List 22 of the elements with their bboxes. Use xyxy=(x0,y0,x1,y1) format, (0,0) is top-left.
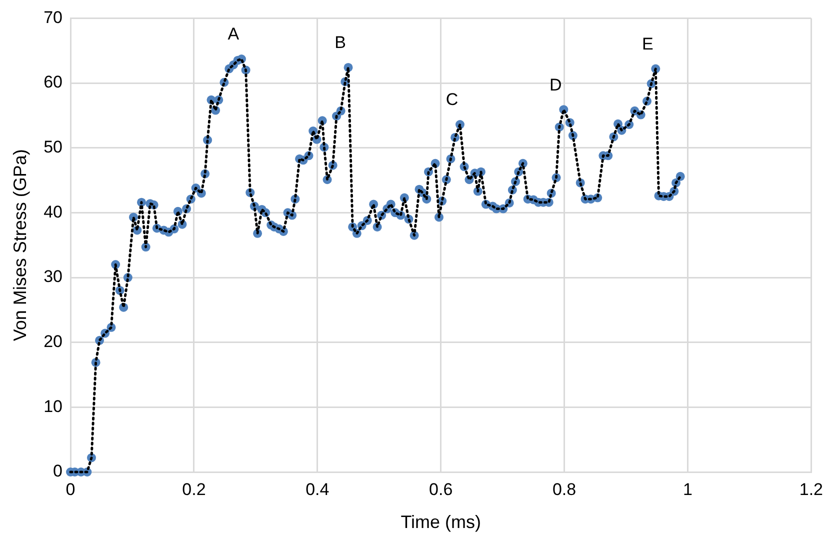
y-tick-label: 60 xyxy=(44,72,63,92)
x-tick-label: 0 xyxy=(66,480,76,499)
annotation: D xyxy=(550,75,562,94)
x-tick-label: 0.8 xyxy=(552,480,576,499)
x-axis-title: Time (ms) xyxy=(400,512,482,532)
y-tick-label: 50 xyxy=(44,138,63,157)
x-tick-label: 0.6 xyxy=(429,480,453,499)
y-tick-label: 20 xyxy=(44,332,63,352)
x-tick-label: 1.2 xyxy=(799,480,824,499)
annotation: E xyxy=(642,34,654,54)
y-axis-title: Von Mises Stress (GPa) xyxy=(10,149,30,342)
annotation: B xyxy=(334,33,346,52)
y-tick-label: 70 xyxy=(44,8,63,27)
annotation: C xyxy=(446,90,458,110)
y-tick-label: 30 xyxy=(44,267,63,286)
annotation: A xyxy=(228,24,240,44)
y-tick-label: 0 xyxy=(53,462,63,481)
x-tick-label: 0.2 xyxy=(182,480,206,499)
x-tick-label: 0.4 xyxy=(306,480,330,499)
y-tick-label: 40 xyxy=(44,202,63,222)
y-tick-label: 10 xyxy=(44,396,63,416)
x-tick-label: 1 xyxy=(683,480,692,499)
